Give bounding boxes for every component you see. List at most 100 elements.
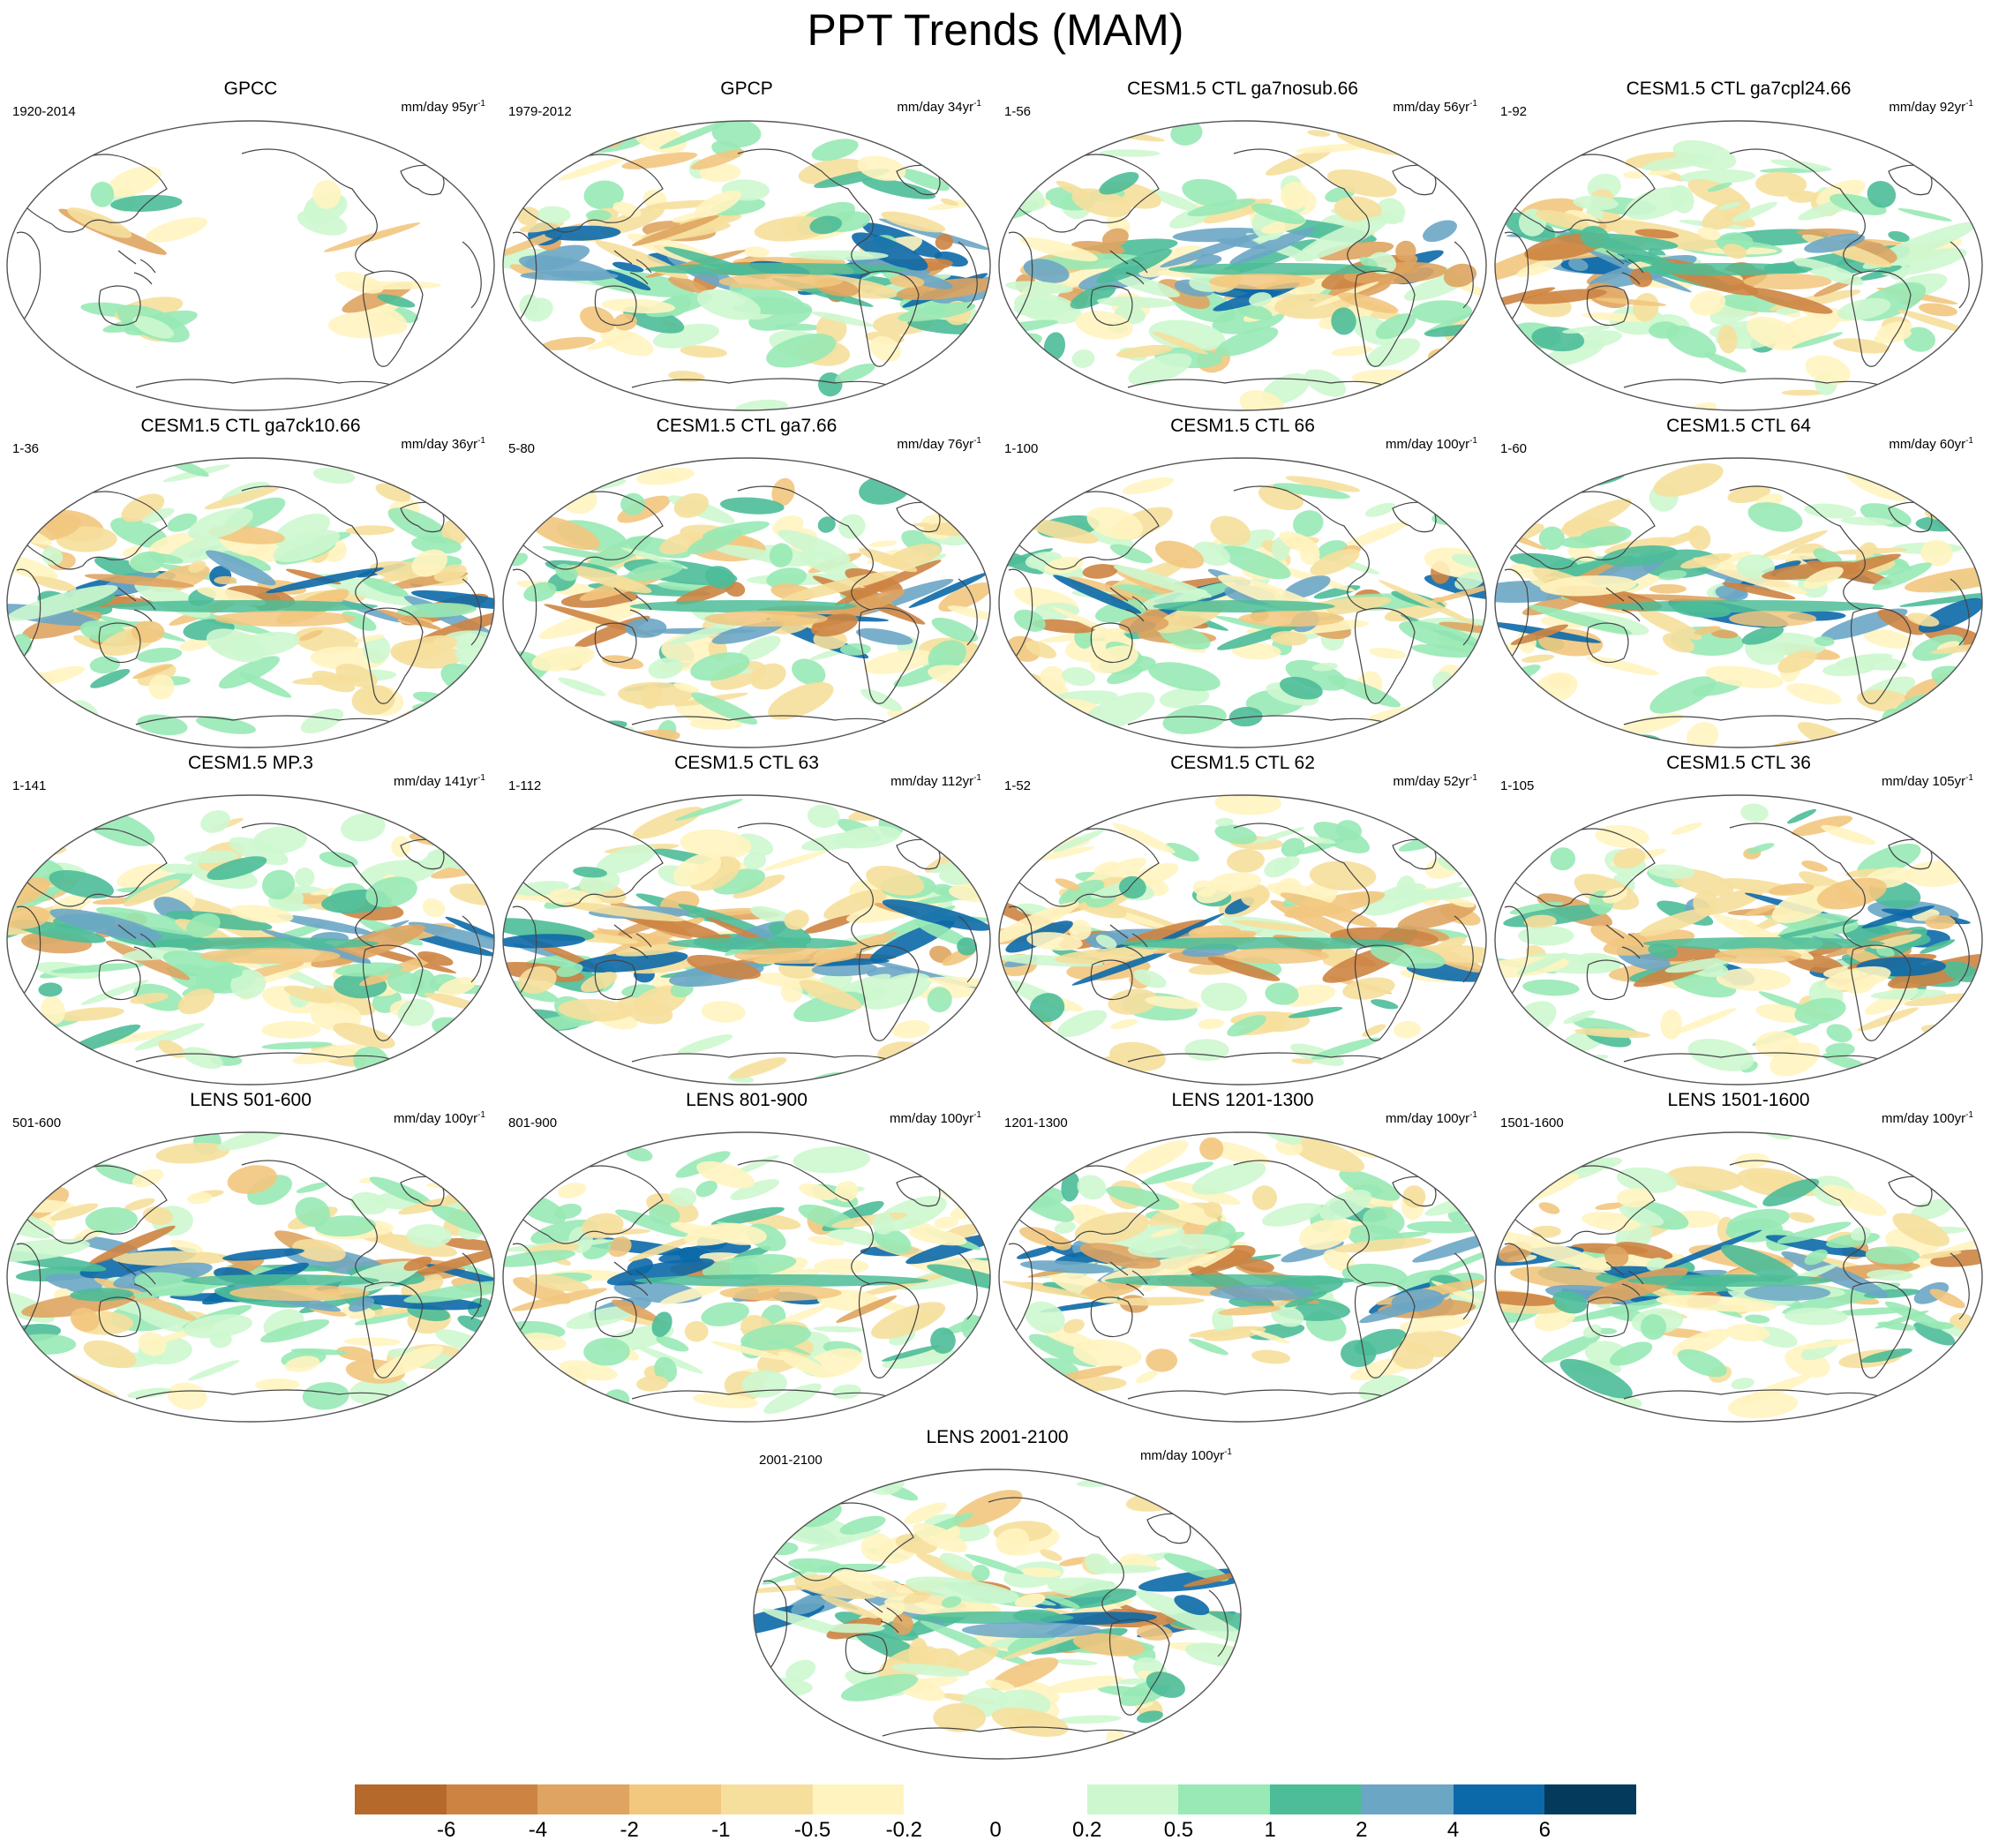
panel-title: LENS 1501-1600 bbox=[1667, 1090, 1810, 1110]
panel-title: LENS 801-900 bbox=[686, 1090, 808, 1110]
precip-trend-field bbox=[1495, 135, 1979, 410]
map-outline bbox=[6, 120, 495, 411]
panel-units-exponent: -1 bbox=[973, 773, 981, 783]
panel-year-range: 1501-1600 bbox=[1500, 1116, 1564, 1131]
panel-units-text: mm/day 34yr bbox=[897, 100, 974, 115]
panel-units-text: mm/day 36yr bbox=[401, 437, 478, 452]
panel-units: mm/day 100yr-1 bbox=[1386, 436, 1477, 452]
panel-year-range: 501-600 bbox=[12, 1116, 62, 1131]
colorbar-tick-label: -0.5 bbox=[793, 1818, 831, 1842]
world-map bbox=[998, 1131, 1487, 1423]
panel-units: mm/day 100yr-1 bbox=[1386, 1110, 1477, 1126]
coastlines bbox=[1008, 1160, 1474, 1400]
precip-trend-field bbox=[1495, 795, 1982, 1085]
panel-title: GPCP bbox=[720, 79, 773, 99]
map-outline bbox=[1494, 1131, 1983, 1423]
map-outline bbox=[6, 457, 495, 748]
panel-units: mm/day 95yr-1 bbox=[401, 99, 485, 115]
panel-units: mm/day 141yr-1 bbox=[394, 773, 485, 789]
panel-title: CESM1.5 MP.3 bbox=[187, 753, 313, 773]
precip-trend-field bbox=[503, 121, 990, 410]
panel-units: mm/day 92yr-1 bbox=[1889, 99, 1973, 115]
panel-title: CESM1.5 CTL 64 bbox=[1666, 416, 1811, 436]
panel-title: LENS 2001-2100 bbox=[926, 1427, 1069, 1447]
map-outline bbox=[998, 794, 1487, 1086]
panel-units: mm/day 60yr-1 bbox=[1889, 436, 1973, 452]
panel-units: mm/day 52yr-1 bbox=[1393, 773, 1477, 789]
panel-year-range: 1-92 bbox=[1500, 104, 1528, 119]
map-panel: CESM1.5 CTL 62 1-52 mm/day 52yr-1 bbox=[996, 752, 1490, 1087]
colorbar-swatch bbox=[446, 1784, 538, 1814]
panel-units: mm/day 34yr-1 bbox=[897, 99, 981, 115]
panel-year-range: 1920-2014 bbox=[12, 104, 76, 119]
panel-units-exponent: -1 bbox=[973, 436, 981, 446]
map-outline bbox=[1494, 120, 1983, 411]
world-map bbox=[502, 1131, 991, 1423]
panel-units: mm/day 100yr-1 bbox=[890, 1110, 981, 1126]
panel-year-range: 1-112 bbox=[508, 778, 542, 793]
coastlines bbox=[1504, 148, 1970, 388]
map-panel: GPCP 1979-2012 mm/day 34yr-1 bbox=[500, 78, 994, 413]
coastlines bbox=[512, 148, 978, 388]
colorbar-swatch bbox=[812, 1784, 905, 1814]
world-map bbox=[6, 120, 495, 411]
panel-units-text: mm/day 60yr bbox=[1889, 437, 1966, 452]
panel-units-text: mm/day 76yr bbox=[897, 437, 974, 452]
map-outline bbox=[502, 1131, 991, 1423]
panel-units: mm/day 100yr-1 bbox=[1140, 1447, 1232, 1463]
colorbar-tick-label: -6 bbox=[437, 1818, 456, 1842]
world-map bbox=[998, 457, 1487, 748]
map-outline bbox=[998, 1131, 1487, 1423]
colorbar-tick-label: -2 bbox=[620, 1818, 639, 1842]
map-outline bbox=[502, 120, 991, 411]
panel-units-exponent: -1 bbox=[1469, 1110, 1477, 1120]
colorbar-swatch bbox=[1270, 1784, 1363, 1814]
map-panel: LENS 1201-1300 1201-1300 mm/day 100yr-1 bbox=[996, 1089, 1490, 1424]
precip-trend-field bbox=[503, 467, 990, 747]
coastlines bbox=[1504, 1160, 1970, 1400]
panel-units-text: mm/day 92yr bbox=[1889, 100, 1966, 115]
world-map bbox=[753, 1469, 1242, 1760]
panel-title: GPCC bbox=[223, 79, 278, 99]
map-panel: CESM1.5 CTL 66 1-100 mm/day 100yr-1 bbox=[996, 415, 1490, 750]
colorbar-swatch bbox=[720, 1784, 814, 1814]
colorbar-swatch bbox=[537, 1784, 630, 1814]
colorbar-swatch bbox=[629, 1784, 722, 1814]
panel-units: mm/day 105yr-1 bbox=[1882, 773, 1973, 789]
colorbar-tick-label: 4 bbox=[1446, 1818, 1460, 1842]
panel-units-exponent: -1 bbox=[973, 1110, 981, 1120]
world-map bbox=[1494, 1131, 1983, 1423]
colorbar bbox=[355, 1784, 1637, 1814]
panel-units: mm/day 56yr-1 bbox=[1393, 99, 1477, 115]
colorbar-tick-label: -0.2 bbox=[885, 1818, 922, 1842]
precip-trend-field bbox=[999, 795, 1486, 1076]
panel-units-text: mm/day 105yr bbox=[1882, 774, 1966, 789]
map-panel: CESM1.5 CTL ga7.66 5-80 mm/day 76yr-1 bbox=[500, 415, 994, 750]
panel-title: LENS 501-600 bbox=[190, 1090, 312, 1110]
world-map bbox=[998, 794, 1487, 1086]
panel-units-text: mm/day 141yr bbox=[394, 774, 478, 789]
colorbar-tick-label: 0 bbox=[989, 1818, 1002, 1842]
precip-trend-field bbox=[7, 1132, 494, 1422]
colorbar-swatch bbox=[1453, 1784, 1545, 1814]
colorbar-swatch bbox=[1178, 1784, 1271, 1814]
panel-year-range: 1-52 bbox=[1004, 778, 1032, 793]
panel-title: CESM1.5 CTL 62 bbox=[1170, 753, 1315, 773]
panel-units-exponent: -1 bbox=[477, 773, 485, 783]
panel-units: mm/day 36yr-1 bbox=[401, 436, 485, 452]
colorbar-swatch bbox=[904, 1784, 996, 1814]
colorbar-tick-label: 0.2 bbox=[1072, 1818, 1102, 1842]
panel-year-range: 2001-2100 bbox=[759, 1453, 823, 1468]
panel-year-range: 1979-2012 bbox=[508, 104, 572, 119]
panel-units-exponent: -1 bbox=[1224, 1447, 1232, 1457]
coastlines bbox=[16, 823, 482, 1063]
colorbar-tick-label: 0.5 bbox=[1163, 1818, 1194, 1842]
precip-trend-field bbox=[503, 1132, 990, 1422]
colorbar-swatch bbox=[1544, 1784, 1637, 1814]
panel-units-text: mm/day 56yr bbox=[1393, 100, 1470, 115]
figure-title: PPT Trends (MAM) bbox=[807, 5, 1184, 55]
map-outline bbox=[753, 1469, 1242, 1760]
panel-units-exponent: -1 bbox=[1469, 773, 1477, 783]
precip-trend-field bbox=[58, 166, 442, 343]
colorbar-swatch bbox=[355, 1784, 447, 1814]
